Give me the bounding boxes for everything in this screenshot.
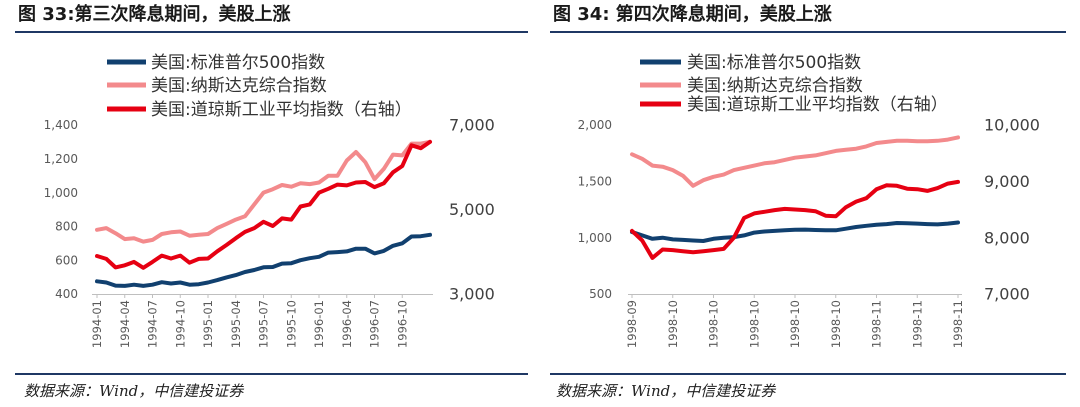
y-right-tick-label: 5,000 [449,200,495,219]
legend-label-dow-jones: 美国:道琼斯工业平均指数（右轴） [687,95,948,115]
x-tick-label: 1995-07 [257,300,271,348]
x-tick-label: 1995-01 [201,300,215,348]
x-tick-label: 1996-10 [395,300,409,348]
x-tick-label: 1998-11 [870,300,884,348]
y-left-tick-label: 2,000 [578,118,612,132]
y-right-tick-label: 3,000 [449,285,495,304]
figure-34-bottom-rule [550,373,1066,375]
figure-34-title: 图 34: 第四次降息期间，美股上涨 [553,4,832,25]
x-tick-label: 1998-10 [707,300,721,348]
nasdaq-series-line [95,139,432,244]
legend-item-sp500: 美国:标准普尔500指数 [107,53,325,73]
x-tick-label: 1994-07 [146,300,160,348]
y-left-tick-label: 800 [55,220,78,234]
x-tick-label: 1998-10 [829,300,843,348]
y-right-tick-label: 8,000 [984,228,1030,247]
figure-34-title-rule [550,31,1066,33]
y-right-tick-label: 10,000 [984,116,1040,135]
y-left-tick-label: 1,400 [44,118,78,132]
y-left-tick-label: 1,200 [44,152,78,166]
legend-label-dow-jones: 美国:道琼斯工业平均指数（右轴） [151,100,412,120]
sp500-series-line [95,232,432,288]
y-left-tick-label: 1,000 [578,231,612,245]
legend-item-nasdaq: 美国:纳斯达克综合指数 [640,76,863,96]
y-right-tick-label: 7,000 [984,285,1030,304]
x-tick-label: 1995-04 [229,300,243,348]
figure-33-source: 数据来源：Wind，中信建投证券 [24,382,244,400]
legend-label-nasdaq: 美国:纳斯达克综合指数 [151,76,327,96]
legend-item-dow-jones: 美国:道琼斯工业平均指数（右轴） [640,95,948,115]
y-right-tick-label: 7,000 [449,116,495,135]
x-tick-label: 1998-10 [666,300,680,348]
x-tick-label: 1998-09 [625,300,639,348]
figure-33-title-rule [15,31,528,33]
legend-item-dow-jones: 美国:道琼斯工业平均指数（右轴） [107,100,412,120]
legend-label-sp500: 美国:标准普尔500指数 [151,53,325,73]
x-tick-label: 1995-10 [284,300,298,348]
chart-0: 400 600 800 1,000 1,200 1,400 3,000 5,000 7,000 1… [44,53,495,348]
sp500-series-line [630,220,960,243]
legend-label-nasdaq: 美国:纳斯达克综合指数 [687,76,863,96]
figure-34-source: 数据来源：Wind，中信建投证券 [556,382,776,400]
x-tick-label: 1996-01 [312,300,326,348]
chart-1: 500 1,000 1,500 2,000 7,000 8,000 9,000 10,000 1… [578,53,1040,348]
nasdaq-series-line [630,135,960,188]
legend-item-nasdaq: 美国:纳斯达克综合指数 [107,76,327,96]
x-tick-label: 1996-04 [340,300,354,348]
x-tick-label: 1994-04 [118,300,132,348]
x-tick-label: 1998-10 [747,300,761,348]
y-left-tick-label: 1,500 [578,175,612,189]
x-tick-label: 1994-01 [90,300,104,348]
figure-33-title: 图 33:第三次降息期间，美股上涨 [18,4,291,25]
y-left-tick-label: 600 [55,253,78,267]
x-tick-label: 1994-10 [173,300,187,348]
x-tick-label: 1998-11 [951,300,965,348]
x-tick-label: 1998-11 [910,300,924,348]
y-left-tick-label: 1,000 [44,186,78,200]
y-left-tick-label: 400 [55,287,78,301]
legend-label-sp500: 美国:标准普尔500指数 [687,53,861,73]
dow-jones-series-line [630,179,960,260]
figure-33-bottom-rule [15,373,528,375]
legend-item-sp500: 美国:标准普尔500指数 [640,53,861,73]
y-right-tick-label: 9,000 [984,172,1030,191]
dow-jones-series-line [95,139,432,270]
x-tick-label: 1998-10 [788,300,802,348]
y-left-tick-label: 500 [589,287,612,301]
x-tick-label: 1996-07 [368,300,382,348]
